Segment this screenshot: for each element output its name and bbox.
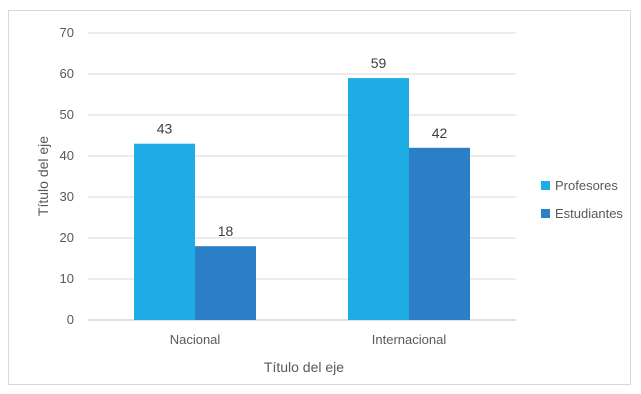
bar-profesores-nacional — [134, 143, 195, 320]
bar-estudiantes-internacional — [409, 147, 470, 320]
data-label: 43 — [157, 121, 173, 137]
legend-label: Profesores — [555, 178, 618, 193]
y-tick-label: 0 — [67, 312, 74, 327]
y-tick-label: 60 — [60, 66, 74, 81]
data-labels: 43 18 59 42 — [157, 55, 448, 239]
legend: Profesores Estudiantes — [541, 178, 623, 221]
bar-profesores-internacional — [348, 78, 409, 320]
x-axis-title: Título del eje — [264, 359, 344, 375]
x-category-label: Nacional — [170, 332, 221, 347]
y-tick-label: 10 — [60, 271, 74, 286]
x-category-label: Internacional — [372, 332, 447, 347]
y-tick-label: 30 — [60, 189, 74, 204]
y-tick-label: 50 — [60, 107, 74, 122]
legend-swatch — [541, 209, 550, 218]
legend-label: Estudiantes — [555, 206, 623, 221]
bar-estudiantes-nacional — [195, 246, 256, 320]
y-tick-label: 20 — [60, 230, 74, 245]
data-label: 42 — [432, 125, 448, 141]
y-axis-title: Título del eje — [35, 136, 51, 216]
data-label: 59 — [371, 55, 387, 71]
data-label: 18 — [218, 223, 234, 239]
legend-swatch — [541, 181, 550, 190]
x-axis-categories: Nacional Internacional — [170, 332, 447, 347]
y-tick-label: 70 — [60, 25, 74, 40]
y-axis-ticks: 0 10 20 30 40 50 60 70 — [60, 25, 74, 327]
bars — [134, 78, 470, 320]
y-tick-label: 40 — [60, 148, 74, 163]
